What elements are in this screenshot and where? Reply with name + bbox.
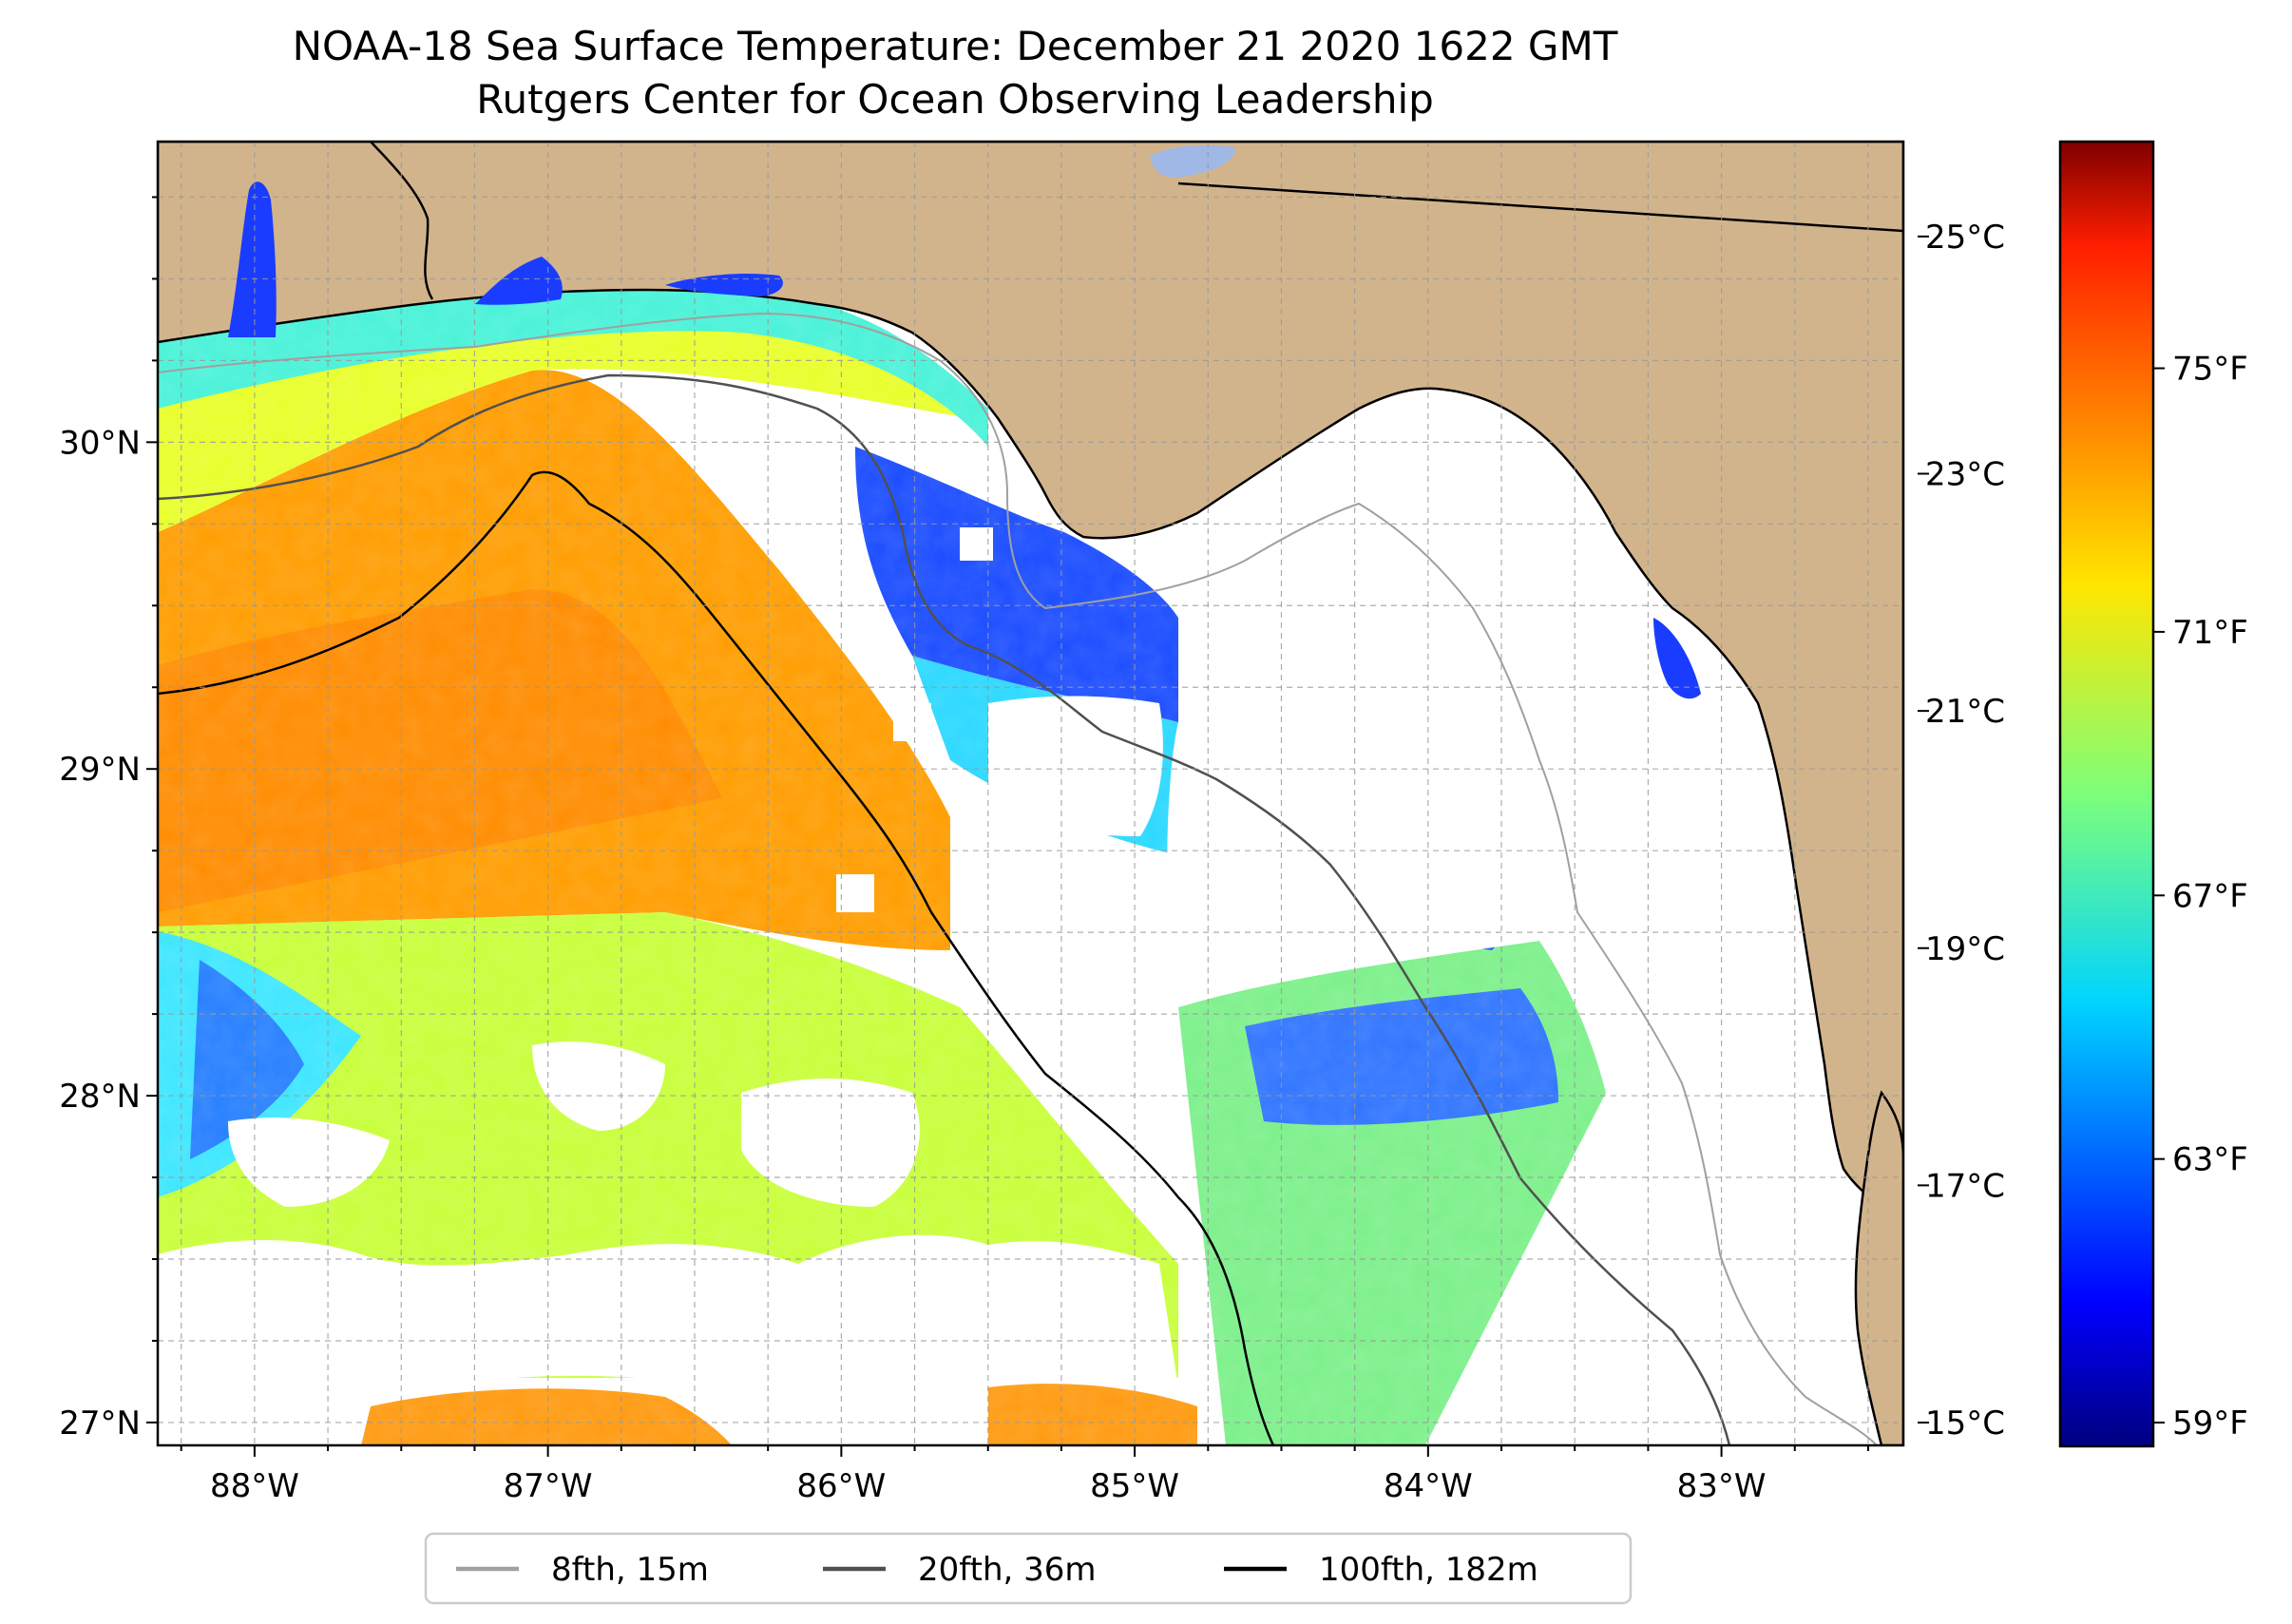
isobath-36m bbox=[158, 373, 1731, 1445]
lat-tick-label: 29°N bbox=[59, 751, 141, 789]
celsius-tick-label: 19°C bbox=[1925, 930, 2005, 968]
map-title: NOAA-18 Sea Surface Temperature: Decembe… bbox=[292, 23, 1618, 69]
legend-label: 8fth, 15m bbox=[551, 1551, 709, 1589]
land-pensacola-bay bbox=[475, 257, 563, 305]
isobath-15m bbox=[158, 312, 1878, 1445]
map-subtitle: Rutgers Center for Ocean Observing Leade… bbox=[476, 76, 1434, 123]
fahrenheit-tick-label: 63°F bbox=[2172, 1141, 2248, 1179]
fahrenheit-tick-label: 71°F bbox=[2172, 614, 2248, 652]
land-apalachee-bay bbox=[1653, 618, 1701, 699]
lon-tick-label: 84°W bbox=[1384, 1467, 1473, 1505]
lat-tick-label: 30°N bbox=[59, 424, 141, 462]
gridlines bbox=[158, 142, 1903, 1445]
colorbar bbox=[2058, 140, 2155, 1448]
legend-items: 8fth, 15m 20fth, 36m 100fth, 182m bbox=[456, 1551, 1538, 1589]
lon-tick-label: 88°W bbox=[210, 1467, 299, 1505]
map-frame bbox=[156, 140, 1905, 1447]
map-area bbox=[158, 142, 1903, 1445]
fahrenheit-tick-label: 75°F bbox=[2172, 351, 2248, 389]
legend-label: 20fth, 36m bbox=[918, 1551, 1097, 1589]
legend-label: 100fth, 182m bbox=[1319, 1551, 1538, 1589]
lon-tick-label: 83°W bbox=[1677, 1467, 1767, 1505]
land-mobile-bay bbox=[228, 182, 277, 337]
legend: 8fth, 15m 20fth, 36m 100fth, 182m bbox=[424, 1532, 1633, 1605]
state-border bbox=[1177, 182, 1903, 233]
fahrenheit-tick-label: 67°F bbox=[2172, 877, 2248, 915]
isobath-lines bbox=[158, 312, 1878, 1445]
colorbar-fahrenheit-ticks: 59°F 63°F 67°F 71°F 75°F bbox=[2153, 351, 2248, 1442]
state-border-west bbox=[370, 142, 434, 300]
celsius-tick-label: 15°C bbox=[1925, 1404, 2005, 1442]
lat-tick-label: 28°N bbox=[59, 1078, 141, 1116]
lat-tick-label: 27°N bbox=[59, 1404, 141, 1442]
celsius-tick-label: 21°C bbox=[1925, 693, 2005, 731]
legend-box bbox=[424, 1532, 1633, 1605]
fahrenheit-tick-label: 59°F bbox=[2172, 1404, 2248, 1442]
colorbar-celsius-ticks: 15°C 17°C 19°C 21°C 23°C 25°C bbox=[1918, 219, 2005, 1442]
isobath-182m bbox=[158, 470, 1275, 1445]
lat-tick-labels: 27°N 28°N 29°N 30°N bbox=[59, 196, 158, 1442]
celsius-tick-label: 25°C bbox=[1925, 219, 2005, 257]
lon-tick-labels: 88°W 87°W 86°W 85°W 84°W 83°W bbox=[180, 1445, 1869, 1505]
land-lake-seminole bbox=[1150, 145, 1235, 178]
lon-tick-label: 86°W bbox=[796, 1467, 886, 1505]
lon-tick-label: 85°W bbox=[1090, 1467, 1179, 1505]
celsius-tick-label: 17°C bbox=[1925, 1167, 2005, 1205]
lon-tick-label: 87°W bbox=[504, 1467, 593, 1505]
celsius-tick-label: 23°C bbox=[1925, 455, 2005, 493]
